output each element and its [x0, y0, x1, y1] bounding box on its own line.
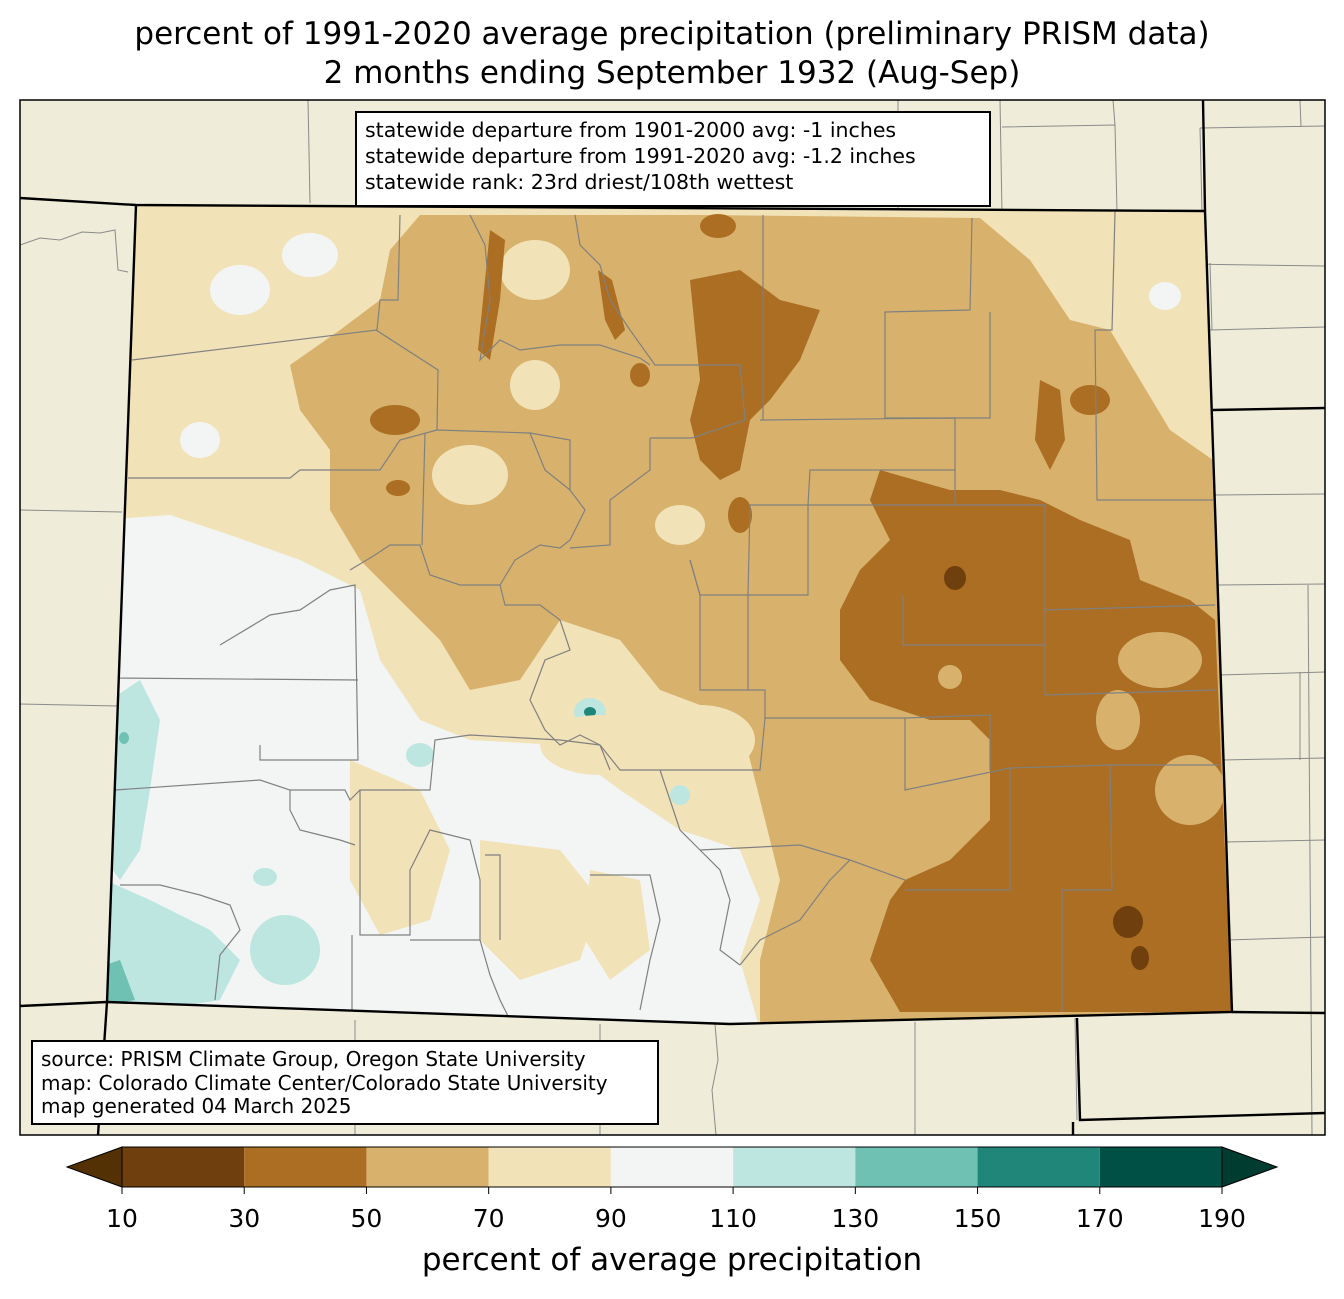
map-title-line2: 2 months ending September 1932 (Aug-Sep) — [323, 55, 1021, 91]
colorbar-tick-label: 90 — [594, 1204, 627, 1233]
map-frame — [19, 99, 1326, 1136]
colorbar-tick-label: 110 — [709, 1204, 757, 1233]
colorbar-bin-90-110 — [610, 1147, 734, 1187]
colorbar-over-arrow — [1221, 1146, 1279, 1188]
stats-rank: statewide rank: 23rd driest/108th wettes… — [365, 170, 794, 194]
colorbar-tick-label: 130 — [831, 1204, 880, 1233]
colorbar-bin-50-70 — [366, 1147, 489, 1187]
colorbar-bin-150-170 — [977, 1147, 1100, 1187]
stats-departure-1991-2020: statewide departure from 1991-2020 avg: … — [365, 144, 916, 168]
colorbar-frame — [121, 1146, 1223, 1188]
colorbar-bin-10-30 — [122, 1147, 245, 1187]
colorbar-tick-label: 70 — [472, 1204, 505, 1233]
colorbar-tick-label: 150 — [953, 1204, 1002, 1233]
colorbar-tick-label: 190 — [1198, 1204, 1246, 1233]
colorbar-tick-label: 30 — [228, 1204, 261, 1233]
colorbar-bin-70-90 — [488, 1147, 611, 1187]
source-map-credit: map: Colorado Climate Center/Colorado St… — [41, 1070, 608, 1095]
colorbar-tick-label: 10 — [106, 1204, 138, 1233]
colorbar-tick-label: 50 — [350, 1204, 383, 1233]
colorbar — [65, 1146, 1279, 1194]
colorbar-bin-30-50 — [244, 1147, 367, 1187]
colorbar-bin-130-150 — [855, 1147, 978, 1187]
colorbar-label: percent of average precipitation — [421, 1242, 923, 1278]
source-box: source: PRISM Climate Group, Oregon Stat… — [31, 1040, 659, 1125]
colorbar-bin-170-190 — [1099, 1147, 1222, 1187]
colorbar-tick-label: 170 — [1075, 1204, 1124, 1233]
map-title-line1: percent of 1991-2020 average precipitati… — [134, 16, 1210, 52]
colorado-county-lines — [109, 211, 1220, 1021]
colorbar-under-arrow — [65, 1146, 123, 1188]
source-generated-date: map generated 04 March 2025 — [41, 1094, 352, 1118]
stats-departure-1901-2000: statewide departure from 1901-2000 avg: … — [365, 118, 897, 142]
source-prism: source: PRISM Climate Group, Oregon Stat… — [41, 1047, 586, 1071]
statewide-stats-box: statewide departure from 1901-2000 avg: … — [355, 111, 991, 207]
colorbar-bin-110-130 — [733, 1147, 856, 1187]
